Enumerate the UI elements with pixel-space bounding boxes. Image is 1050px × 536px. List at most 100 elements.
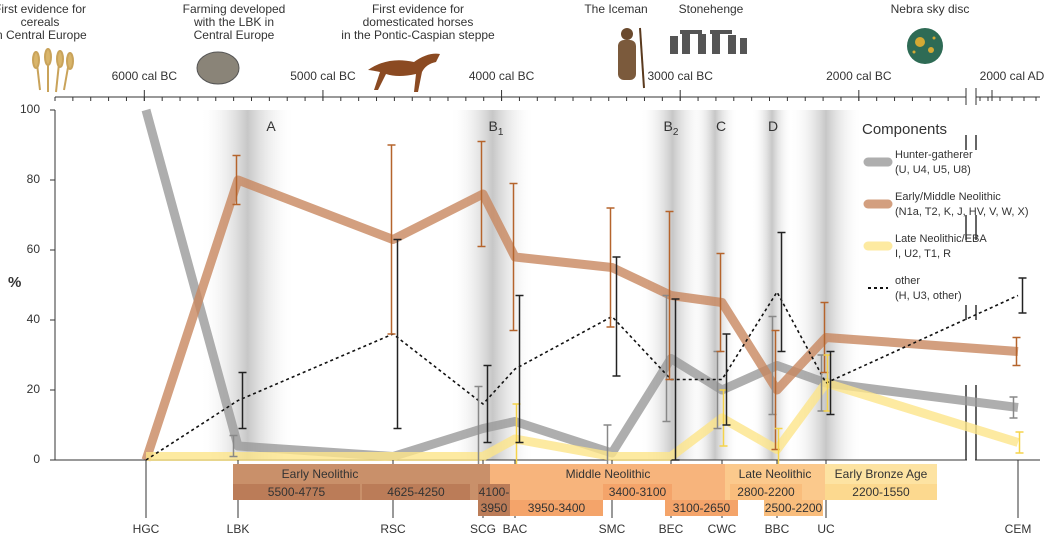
date-box [510,500,603,516]
annotation: cereals [21,15,60,29]
legend-label: Early/Middle Neolithic [895,191,1001,203]
date-label: 3400-3100 [609,485,667,499]
date-box [603,484,672,500]
error-bar [1018,277,1027,314]
annotation: The Iceman [584,2,647,16]
annotation: Central Europe [194,28,275,42]
iceman-icon [618,27,645,89]
period-label: Early Neolithic [282,467,359,481]
error-bar [477,140,486,248]
annotation: First evidence for [372,2,464,16]
error-bar [229,434,238,458]
date-box [478,484,510,516]
error-bar [232,154,241,206]
x-tick-label: BEC [659,522,684,536]
phase-letter: A [266,118,276,134]
error-bar [671,298,680,461]
annotation: Nebra sky disc [891,2,970,16]
top-tick-label: 6000 cal BC [112,69,178,83]
legend-haplogroups: I, U2, T1, R [895,248,951,260]
annotation: Farming developed [183,2,286,16]
y-tick-label: 100 [20,102,40,116]
y-tick-label: 40 [27,312,41,326]
nebra-disc-icon [907,28,943,64]
x-tick-label: SCG [470,522,496,536]
x-tick-label: LBK [227,522,250,536]
pot-icon [196,51,240,85]
legend-label: Late Neolithic/EBA [895,233,987,245]
phase-band [692,110,738,460]
date-box [665,500,738,516]
legend-haplogroups: (U, U4, U5, U8) [895,164,971,176]
legend-haplogroups: (N1a, T2, K, J, HV, V, W, X) [895,206,1028,218]
date-label: 2200-1550 [852,485,910,499]
error-bar [1012,336,1021,367]
date-label: 5500-4775 [268,485,326,499]
annotation: domesticated horses [363,15,474,29]
y-tick-label: 0 [33,452,40,466]
phase-label: C [716,118,726,134]
error-bar [393,238,402,430]
series-line [141,175,1019,462]
date-box [233,484,360,500]
error-bar [1015,431,1024,454]
error-bar [612,256,621,377]
date-box [825,484,937,500]
phase-label: A [266,118,276,134]
x-tick-label: RSC [380,522,406,536]
phase-band [200,110,295,460]
phase-label: B2 [664,118,679,138]
period-label: Middle Neolithic [566,467,651,481]
annotation: with the LBK in [193,15,274,29]
date-label: 2500-2200 [765,501,823,515]
phase-letter: B [489,118,498,134]
legend-haplogroups: (H, U3, other) [895,290,962,302]
top-tick-label: 3000 cal BC [648,69,714,83]
horse-icon [368,53,440,92]
date-label: 3950 [481,501,508,515]
phase-band [790,110,862,460]
series-line [146,378,1020,461]
date-box [362,484,470,500]
x-tick-label: BBC [765,522,790,536]
legend-label: Hunter-gatherer [895,149,973,161]
y-tick-label: 80 [27,172,41,186]
error-bar [509,182,518,332]
y-tick-label: 20 [27,382,41,396]
x-tick-label: SMC [599,522,626,536]
error-bar [777,231,786,353]
top-tick-label: 2000 cal BC [826,69,892,83]
period-label: Early Bronze Age [835,467,928,481]
error-bar [483,364,492,444]
axis-break [967,88,975,468]
date-label: 4100- [479,485,510,499]
legend-title: Components [862,121,947,138]
date-label: 3950-3400 [528,501,586,515]
date-box [764,500,823,516]
period-label: Late Neolithic [739,467,812,481]
phase-letter: B [664,118,673,134]
cereal-icon [32,48,74,93]
error-bar [1009,396,1018,419]
annotation: in Central Europe [0,28,87,42]
y-axis-label: % [8,274,21,291]
annotation: First evidence for [0,2,86,16]
top-tick-label: 5000 cal BC [290,69,356,83]
annotation: Stonehenge [679,2,744,16]
y-tick-label: 60 [27,242,41,256]
error-bar [665,210,674,381]
error-bar [722,333,731,426]
date-box [730,484,802,500]
phase-subscript: 2 [673,127,679,138]
x-tick-label: BAC [503,522,528,536]
x-tick-label: CWC [708,522,737,536]
date-label: 2800-2200 [737,485,795,499]
error-bar [515,294,524,444]
error-bar [716,252,725,353]
phase-bands [200,110,862,460]
error-bar [387,144,396,335]
phase-label: D [768,118,778,134]
annotation: in the Pontic-Caspian steppe [341,28,495,42]
stonehenge-icon [670,30,747,54]
